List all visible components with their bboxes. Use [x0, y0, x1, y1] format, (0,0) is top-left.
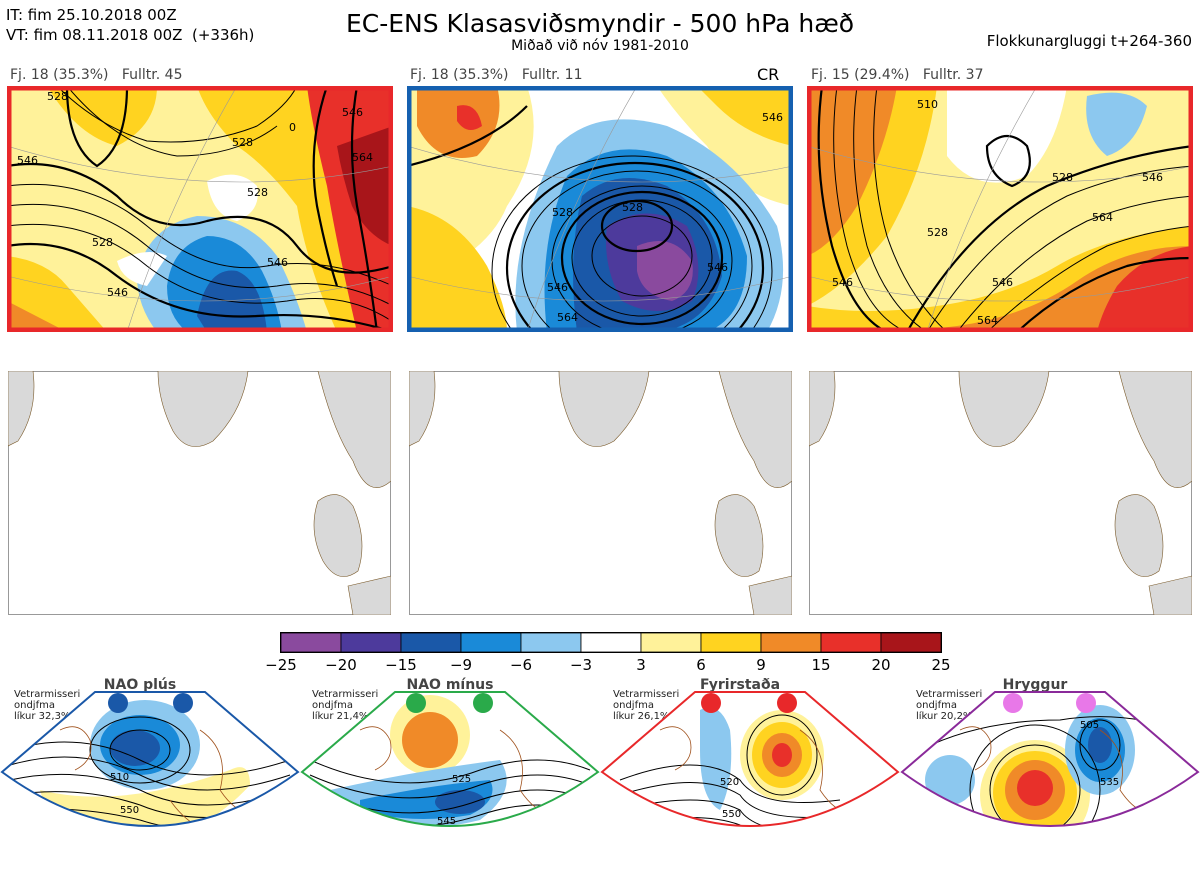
regime-contour-label: 560 — [1092, 834, 1111, 845]
regime-border — [300, 691, 600, 827]
contour-label: 546 — [107, 286, 128, 299]
colorbar-tick-label: 9 — [756, 656, 766, 674]
colorbar-tick-label: 25 — [931, 656, 951, 674]
contour-label: 0 — [289, 121, 296, 134]
contour-label: 546 — [707, 261, 728, 274]
panel-3-label: Fj. 15 (29.4%) Fulltr. 37 — [811, 67, 984, 83]
regime-contour-label: 525 — [452, 774, 471, 785]
contour-label: 528 — [47, 90, 68, 103]
contour-label: 564 — [977, 314, 998, 327]
empty-map-panel-2 — [409, 371, 792, 615]
regime-title-ridge: Hryggur — [1002, 677, 1068, 693]
classification-window: Flokkunargluggi t+264-360 — [986, 32, 1192, 50]
regime-contour-label: 505 — [1080, 720, 1099, 731]
regime-title-blocking: Fyrirstaða — [699, 677, 781, 693]
regime-contour-label: 560 — [740, 834, 759, 845]
colorbar-tick-label: 15 — [811, 656, 831, 674]
contour-label: 528 — [927, 226, 948, 239]
panel-2-tag: CR — [757, 65, 780, 84]
regime-marker-dot — [406, 693, 426, 713]
panel-2-label: Fj. 18 (35.3%) Fulltr. 11 — [410, 67, 583, 83]
colorbar-cell — [580, 632, 642, 653]
regime-note: Vetrarmisseri ondjfma líkur 20,2% — [916, 689, 983, 722]
colorbar-cell — [460, 632, 522, 653]
contour-label: 546 — [832, 276, 853, 289]
contour-label: 546 — [267, 256, 288, 269]
colorbar-cell — [880, 632, 942, 653]
regime-marker-dot — [473, 693, 493, 713]
colorbar-cell — [820, 632, 882, 653]
colorbar-tick-label: −25 — [265, 656, 297, 674]
regime-marker-dot — [701, 693, 721, 713]
regime-title-nao-minus: NAO mínus — [406, 677, 494, 693]
map-panel-2: 528 546 564 546 528 546 — [407, 86, 793, 332]
colorbar-cell — [640, 632, 702, 653]
contour-label: 546 — [762, 111, 783, 124]
colorbar — [280, 632, 942, 653]
colorbar-cell — [700, 632, 762, 653]
regime-marker-dot — [1076, 693, 1096, 713]
empty-map-panel-3 — [809, 371, 1192, 615]
panel-1-label: Fj. 18 (35.3%) Fulltr. 45 — [10, 67, 183, 83]
regime-contour-label: 550 — [120, 805, 139, 816]
colorbar-tick-label: −20 — [325, 656, 357, 674]
regime-contour-label: 510 — [110, 772, 129, 783]
regime-marker-dot — [108, 693, 128, 713]
map-panel-1: 546 528 546 546 528 564 546 528 528 0 — [7, 86, 393, 332]
regime-marker-dot — [173, 693, 193, 713]
contour-label: 546 — [342, 106, 363, 119]
colorbar-tick-label: 6 — [696, 656, 706, 674]
initial-time: IT: fim 25.10.2018 00Z — [6, 6, 177, 24]
regime-note: Vetrarmisseri ondjfma líkur 26,1% — [613, 689, 680, 722]
colorbar-tick-label: −9 — [449, 656, 473, 674]
regime-border — [600, 691, 900, 827]
colorbar-tick-label: −3 — [569, 656, 593, 674]
regime-border — [0, 691, 300, 827]
colorbar-tick-label: 20 — [871, 656, 891, 674]
colorbar-cell — [400, 632, 462, 653]
contour-label: 528 — [622, 201, 643, 214]
contour-label: 546 — [992, 276, 1013, 289]
regime-contour-label: 565 — [447, 850, 466, 861]
colorbar-cell — [760, 632, 822, 653]
colorbar-cell — [280, 632, 342, 653]
empty-map-panel-1 — [8, 371, 391, 615]
contour-label: 564 — [557, 311, 578, 324]
regime-note: Vetrarmisseri ondjfma líkur 21,4% — [312, 689, 379, 722]
regime-title-nao-plus: NAO plús — [103, 677, 177, 693]
colorbar-tick-label: −6 — [509, 656, 533, 674]
contour-label: 564 — [352, 151, 373, 164]
colorbar-cell — [520, 632, 582, 653]
contour-label: 528 — [552, 206, 573, 219]
contour-label: 546 — [1142, 171, 1163, 184]
contour-label: 546 — [17, 154, 38, 167]
page-title: EC-ENS Klasasviðsmyndir - 500 hPa hæð — [345, 9, 855, 38]
regime-marker-dot — [1003, 693, 1023, 713]
map-panel-3: 510 528 546 564 528 546 546 564 — [807, 86, 1193, 332]
colorbar-tick-label: −15 — [385, 656, 417, 674]
regime-marker-dot — [777, 693, 797, 713]
valid-time: VT: fim 08.11.2018 00Z (+336h) — [6, 26, 255, 44]
contour-label: 546 — [547, 281, 568, 294]
regime-contour-label: 545 — [437, 816, 456, 827]
regime-contour-label: 535 — [1100, 777, 1119, 788]
regime-border — [900, 691, 1200, 827]
regime-maps: 510 550 525 545 565 — [0, 691, 1200, 861]
contour-label: 564 — [1092, 211, 1113, 224]
contour-label: 528 — [92, 236, 113, 249]
colorbar-tick-label: 3 — [636, 656, 646, 674]
contour-label: 528 — [247, 186, 268, 199]
page-subtitle: Miðað við nóv 1981-2010 — [511, 38, 689, 54]
colorbar-cell — [340, 632, 402, 653]
regime-note: Vetrarmisseri ondjfma líkur 32,3% — [14, 689, 81, 722]
contour-label: 528 — [1052, 171, 1073, 184]
regime-contour-label: 520 — [720, 777, 739, 788]
contour-label: 510 — [917, 98, 938, 111]
regime-contour-label: 550 — [722, 809, 741, 820]
contour-label: 528 — [232, 136, 253, 149]
